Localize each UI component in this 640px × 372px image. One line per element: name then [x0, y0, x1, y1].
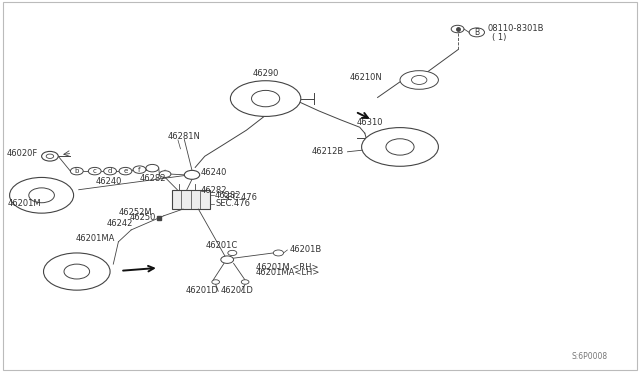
Circle shape — [212, 280, 220, 284]
Ellipse shape — [10, 177, 74, 213]
Text: SEC.476: SEC.476 — [223, 193, 258, 202]
Text: 46281N: 46281N — [168, 132, 200, 141]
Text: 46252M: 46252M — [118, 208, 152, 217]
Ellipse shape — [230, 81, 301, 116]
Text: e: e — [124, 168, 127, 174]
Text: 46201MA: 46201MA — [76, 234, 115, 243]
Circle shape — [184, 170, 200, 179]
Text: b: b — [75, 168, 79, 174]
Ellipse shape — [400, 71, 438, 89]
Text: 46201C: 46201C — [206, 241, 238, 250]
Text: 46201M <RH>: 46201M <RH> — [256, 263, 319, 272]
Text: 46212B: 46212B — [312, 147, 344, 156]
Text: SEC.476: SEC.476 — [215, 199, 250, 208]
Circle shape — [146, 164, 159, 172]
Text: 46242: 46242 — [107, 219, 133, 228]
Circle shape — [70, 167, 83, 175]
Text: 46282: 46282 — [140, 174, 166, 183]
Text: c: c — [93, 168, 97, 174]
Circle shape — [119, 167, 132, 175]
Text: 46282: 46282 — [215, 190, 241, 200]
Text: 46020F: 46020F — [6, 149, 38, 158]
Text: 46240: 46240 — [201, 168, 227, 177]
Text: 46210N: 46210N — [350, 73, 383, 81]
Text: d: d — [108, 168, 112, 174]
Circle shape — [104, 167, 116, 175]
Circle shape — [133, 166, 146, 173]
Text: 46290: 46290 — [252, 69, 279, 78]
Circle shape — [228, 250, 237, 256]
Circle shape — [159, 171, 171, 177]
Text: 46250: 46250 — [130, 213, 156, 222]
Text: 46201MA<LH>: 46201MA<LH> — [256, 268, 321, 277]
Text: ( 1): ( 1) — [492, 33, 506, 42]
Ellipse shape — [44, 253, 110, 290]
Circle shape — [88, 167, 101, 175]
Circle shape — [221, 256, 234, 263]
Text: B: B — [474, 28, 479, 37]
Ellipse shape — [362, 128, 438, 166]
Text: 46201M: 46201M — [8, 199, 42, 208]
Text: S:6P0008: S:6P0008 — [572, 352, 608, 361]
Circle shape — [42, 151, 58, 161]
Text: 46201B: 46201B — [289, 246, 321, 254]
Circle shape — [273, 250, 284, 256]
Text: 08110-8301B: 08110-8301B — [487, 24, 543, 33]
Text: 46201D: 46201D — [186, 286, 219, 295]
Text: 46282: 46282 — [201, 186, 227, 195]
Bar — [172, 190, 210, 209]
Circle shape — [241, 280, 249, 284]
Text: 46240: 46240 — [96, 177, 122, 186]
Text: f: f — [138, 167, 141, 173]
Text: 46310: 46310 — [357, 118, 383, 126]
Text: 46201D: 46201D — [220, 286, 253, 295]
